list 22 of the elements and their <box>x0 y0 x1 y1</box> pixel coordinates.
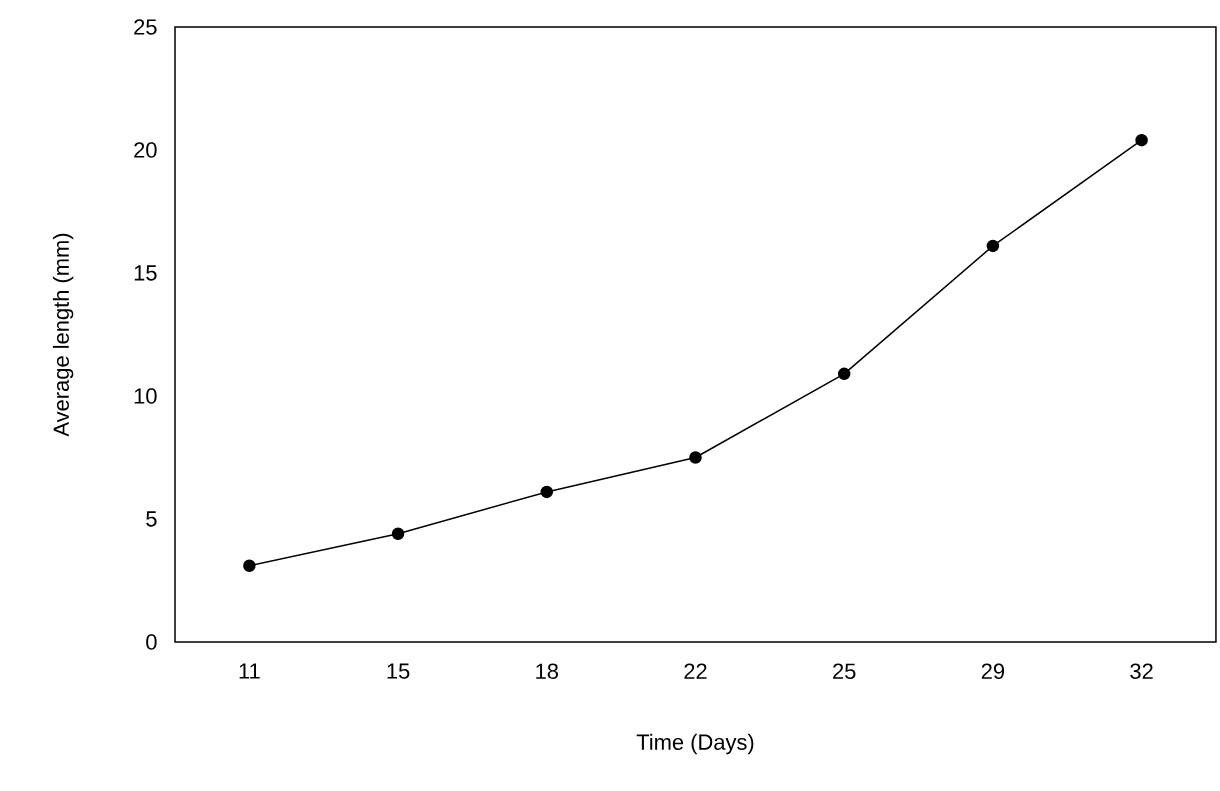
y-tick-label: 25 <box>134 19 157 35</box>
x-tick-label: 15 <box>387 663 410 679</box>
x-tick-label: 32 <box>1130 663 1153 680</box>
point <box>243 559 256 572</box>
point <box>391 527 405 540</box>
y-tick-label: 10 <box>134 388 157 404</box>
y-tick-label: 15 <box>134 265 157 281</box>
x-tick-label: 22 <box>684 663 707 679</box>
x-axis-title: Time (Days) <box>636 733 754 755</box>
x-tick-label: 18 <box>536 663 558 680</box>
x-tick-label: 25 <box>833 663 856 680</box>
point <box>986 239 1000 253</box>
point <box>1135 133 1148 147</box>
point <box>540 485 554 499</box>
point <box>837 367 851 381</box>
point <box>689 451 702 464</box>
y-tick-label: 5 <box>146 511 157 527</box>
y-axis-title: Average length (mm) <box>52 233 74 437</box>
x-tick-label: 11 <box>239 663 260 679</box>
y-tick-label: 20 <box>134 142 157 158</box>
y-tick-label: 0 <box>146 634 157 650</box>
x-tick-label: 29 <box>981 663 1005 680</box>
